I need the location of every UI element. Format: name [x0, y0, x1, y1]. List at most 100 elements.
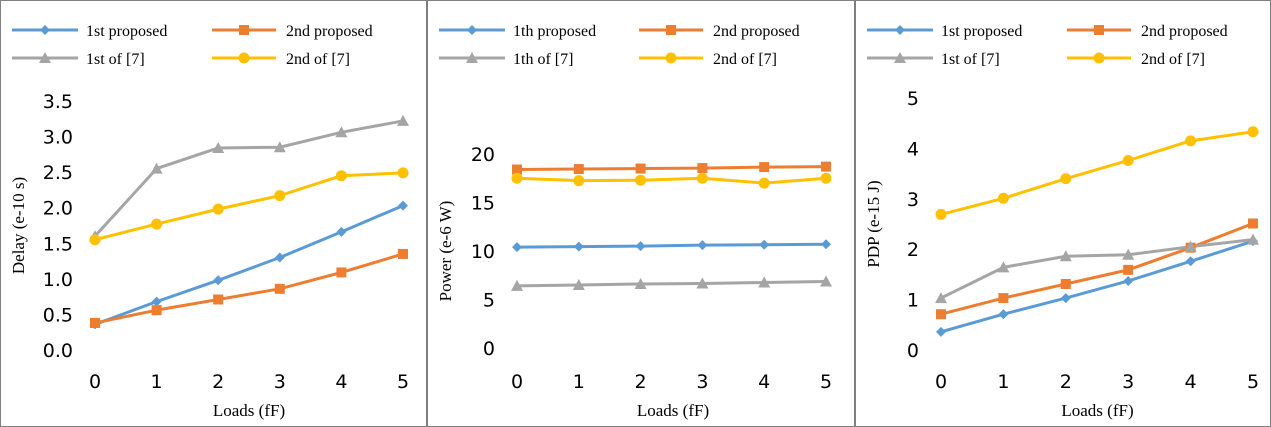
- legend-label: 2nd of [7]: [286, 51, 350, 68]
- data-point: [397, 114, 409, 126]
- y-axis-title: Power (e-6 W): [436, 201, 455, 302]
- data-point: [398, 200, 408, 211]
- data-point: [213, 294, 224, 305]
- data-point: [151, 305, 162, 316]
- y-tick-label: 4: [907, 138, 919, 160]
- legend-item: 1th of [7]: [439, 51, 573, 68]
- data-point: [936, 309, 946, 320]
- data-point: [634, 277, 647, 289]
- data-point: [90, 317, 100, 328]
- data-point: [759, 239, 770, 250]
- data-point: [572, 278, 585, 290]
- data-point: [997, 192, 1009, 204]
- legend-label: 1st proposed: [86, 23, 167, 40]
- legend-label: 1st of [7]: [941, 51, 1000, 68]
- x-tick-label: 5: [397, 371, 409, 393]
- data-point: [759, 162, 770, 173]
- data-point: [336, 226, 347, 237]
- data-point: [1185, 135, 1197, 147]
- legend-marker: [467, 25, 477, 35]
- x-tick-label: 1: [151, 371, 163, 393]
- data-point: [1184, 240, 1197, 252]
- series-line: [93, 119, 404, 238]
- y-tick-label: 0: [907, 340, 919, 362]
- x-tick-label: 0: [935, 371, 947, 393]
- y-tick-label: 1: [907, 290, 919, 312]
- data-point: [398, 248, 408, 259]
- series-line: [940, 130, 1254, 216]
- data-point: [1248, 218, 1258, 229]
- legend-label: 2nd of [7]: [1141, 51, 1205, 68]
- data-point: [635, 163, 646, 174]
- data-point: [1059, 250, 1072, 262]
- data-point: [998, 309, 1009, 320]
- data-point: [511, 172, 523, 184]
- y-tick-label: 0.5: [43, 304, 73, 326]
- series-line: [516, 165, 827, 172]
- data-point: [512, 164, 522, 175]
- data-point: [151, 296, 162, 307]
- data-point: [336, 267, 347, 278]
- legend-label: 1th proposed: [513, 23, 596, 40]
- pdp-chart: 1st proposed 2nd proposed 1st of [7] 2nd of…: [855, 0, 1271, 427]
- legend-marker: [39, 52, 51, 63]
- series-line: [940, 239, 1254, 334]
- data-point: [997, 261, 1010, 273]
- data-point: [820, 172, 832, 184]
- y-tick-label: 20: [471, 144, 495, 166]
- y-tick-label: 0: [483, 338, 495, 360]
- legend-marker: [895, 25, 905, 35]
- data-point: [758, 276, 771, 288]
- x-tick-label: 4: [1185, 371, 1197, 393]
- chart-panel-delay: 1st proposed 2nd proposed 1st of [7] 2nd of…: [0, 0, 427, 427]
- data-point: [935, 208, 947, 220]
- data-point: [697, 240, 708, 251]
- data-point: [274, 283, 285, 294]
- data-point: [935, 292, 947, 304]
- legend-item: 2nd of [7]: [639, 51, 777, 68]
- legend-marker: [894, 52, 906, 63]
- data-point: [1060, 173, 1072, 185]
- y-tick-label: 5: [907, 88, 919, 110]
- x-tick-label: 3: [1122, 371, 1134, 393]
- x-tick-label: 0: [89, 371, 101, 393]
- y-tick-label: 15: [471, 193, 495, 215]
- legend-marker: [466, 52, 478, 63]
- panel-border: [855, 0, 1271, 427]
- legend-label: 1st of [7]: [86, 51, 145, 68]
- y-tick-label: 0.0: [43, 340, 73, 362]
- x-axis-title: Loads (fF): [213, 401, 285, 420]
- data-point: [511, 279, 523, 291]
- data-point: [635, 241, 646, 252]
- data-point: [512, 242, 522, 253]
- data-point: [335, 126, 348, 138]
- legend-label: 2nd of [7]: [713, 51, 777, 68]
- legend-item: 2nd proposed: [212, 23, 373, 40]
- x-tick-label: 2: [1060, 371, 1072, 393]
- legend-marker: [239, 25, 249, 35]
- data-point: [151, 218, 163, 230]
- legend-item: 1st of [7]: [12, 51, 145, 68]
- series-line: [940, 222, 1254, 316]
- y-tick-label: 10: [471, 241, 495, 263]
- data-point: [213, 275, 224, 286]
- x-axis-title: Loads (fF): [637, 401, 709, 420]
- data-point: [397, 167, 409, 179]
- y-tick-label: 1.0: [43, 269, 73, 291]
- data-point: [573, 241, 584, 252]
- y-tick-label: 2.0: [43, 198, 73, 220]
- legend-label: 2nd proposed: [713, 23, 800, 40]
- legend-item: 2nd of [7]: [1067, 51, 1205, 68]
- series-line: [516, 280, 827, 288]
- x-tick-label: 1: [997, 371, 1009, 393]
- data-point: [1122, 154, 1134, 166]
- series-line: [516, 242, 827, 249]
- y-tick-label: 1.5: [43, 233, 73, 255]
- data-point: [274, 252, 285, 263]
- x-tick-label: 2: [635, 371, 647, 393]
- data-point: [998, 293, 1009, 304]
- series-line: [940, 238, 1254, 300]
- legend-marker: [666, 25, 676, 35]
- y-axis-title: Delay (e-10 s): [9, 177, 28, 274]
- data-point: [274, 190, 286, 202]
